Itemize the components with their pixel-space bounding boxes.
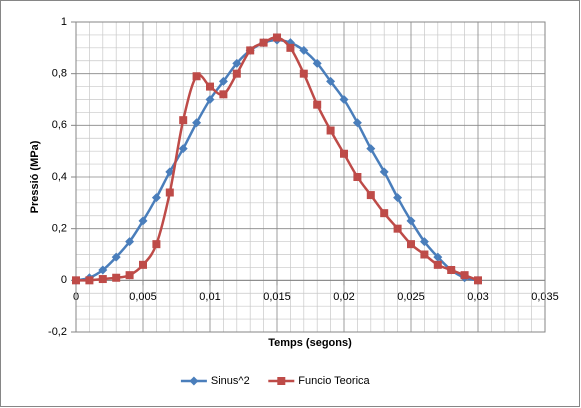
x-tick-label: 0,025 <box>397 291 425 303</box>
legend-label: Funcio Teorica <box>298 375 370 387</box>
data-point <box>299 45 309 55</box>
legend-marker <box>189 376 199 386</box>
data-point <box>85 276 94 285</box>
data-point <box>433 252 443 262</box>
data-point <box>219 90 228 99</box>
y-tick-label: 0 <box>61 274 67 286</box>
data-point <box>286 43 295 52</box>
data-point <box>218 76 228 86</box>
data-point <box>138 216 148 226</box>
data-point <box>165 167 175 177</box>
data-point <box>125 237 135 247</box>
legend-marker <box>277 377 286 385</box>
data-point <box>299 69 308 78</box>
data-point <box>420 250 429 259</box>
data-point <box>326 126 335 135</box>
data-point <box>419 237 429 247</box>
data-point <box>406 216 416 226</box>
data-point <box>165 188 174 197</box>
data-point <box>460 271 469 280</box>
data-point <box>192 72 201 81</box>
data-point <box>339 95 349 104</box>
data-point <box>178 144 188 154</box>
data-point <box>379 167 389 177</box>
data-point <box>380 209 389 218</box>
data-point <box>232 58 242 68</box>
data-point <box>366 144 376 154</box>
data-point <box>139 260 147 269</box>
y-axis-title: Pressió (MPa) <box>29 140 41 213</box>
y-tick-label: 0,4 <box>52 171 67 183</box>
data-point <box>340 149 348 158</box>
y-tick-label: -0,2 <box>48 326 67 338</box>
data-point <box>326 76 336 86</box>
data-point <box>393 224 402 233</box>
data-point <box>72 276 80 285</box>
data-point <box>246 46 255 55</box>
data-point <box>474 276 482 285</box>
data-point <box>206 82 214 91</box>
x-axis-title: Temps (segons) <box>268 337 352 349</box>
data-point <box>433 260 442 269</box>
data-point <box>313 100 322 109</box>
legend-label: Sinus^2 <box>211 375 250 387</box>
data-point <box>151 193 161 203</box>
data-point <box>112 273 121 282</box>
plot-border <box>75 21 546 333</box>
x-tick-label: 0,03 <box>467 291 488 303</box>
y-tick-label: 0,2 <box>52 223 67 235</box>
data-point <box>273 33 281 42</box>
data-point <box>352 118 362 128</box>
data-point <box>312 58 322 68</box>
data-point <box>152 240 161 249</box>
data-point <box>125 271 134 280</box>
data-point <box>205 95 215 104</box>
x-tick-label: 0,005 <box>129 291 157 303</box>
data-point <box>407 240 415 249</box>
x-tick-label: 0,015 <box>263 291 291 303</box>
data-point <box>232 69 241 78</box>
x-tick-label: 0,02 <box>333 291 354 303</box>
x-tick-label: 0,01 <box>199 291 220 303</box>
data-point <box>179 116 188 125</box>
data-point <box>111 252 121 262</box>
data-point <box>447 266 456 274</box>
y-tick-label: 0,8 <box>52 68 67 80</box>
data-point <box>98 275 107 284</box>
data-point <box>366 191 375 200</box>
data-point <box>353 173 362 181</box>
data-point <box>393 193 403 203</box>
data-point <box>98 265 108 275</box>
y-tick-label: 0,6 <box>52 119 67 131</box>
data-point <box>192 118 202 128</box>
data-point <box>259 38 268 47</box>
y-tick-label: 1 <box>61 16 67 28</box>
